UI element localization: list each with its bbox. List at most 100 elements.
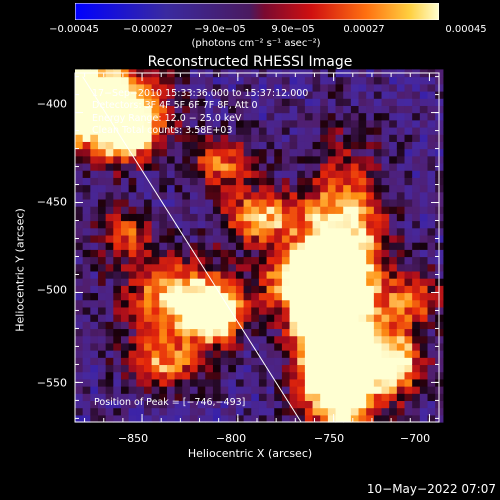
annotation-energy: Energy Range: 12.0 − 25.0 keV	[92, 113, 242, 124]
heatmap-cell	[343, 83, 352, 92]
heatmap-cell	[120, 141, 130, 150]
heatmap-cell	[419, 278, 429, 286]
heatmap-cell	[75, 314, 84, 322]
heatmap-cell	[243, 342, 252, 351]
heatmap-cell	[97, 206, 107, 214]
heatmap-cell	[174, 234, 183, 243]
heatmap-cell	[251, 400, 260, 409]
heatmap-cell	[113, 234, 122, 243]
heatmap-cell	[251, 213, 260, 222]
heatmap-cell	[381, 386, 390, 394]
heatmap-cell	[258, 321, 268, 330]
heatmap-cell	[327, 198, 337, 207]
heatmap-cell	[189, 76, 199, 85]
heatmap-cell	[304, 227, 314, 236]
heatmap-cell	[327, 213, 337, 222]
heatmap-cell	[75, 299, 84, 308]
heatmap-cell	[151, 134, 160, 142]
heatmap-cell	[197, 83, 206, 92]
heatmap-cell	[105, 321, 114, 330]
heatmap-cell	[151, 184, 160, 193]
heatmap-cell	[228, 393, 237, 402]
heatmap-cell	[174, 105, 183, 114]
heatmap-cell	[90, 206, 99, 214]
heatmap-cell	[396, 414, 406, 423]
heatmap-cell	[174, 119, 183, 128]
heatmap-cell	[366, 371, 375, 380]
heatmap-cell	[174, 184, 183, 193]
heatmap-cell	[381, 378, 390, 387]
annotation-detectors: Detectors: 3F 4F 5F 6F 7F 8F, Att 0	[92, 100, 258, 111]
heatmap-cell	[174, 206, 183, 214]
heatmap-cell	[266, 314, 275, 322]
heatmap-cell	[350, 191, 360, 200]
heatmap-cell	[174, 270, 183, 279]
heatmap-cell	[151, 170, 160, 178]
heatmap-cell	[197, 335, 206, 344]
heatmap-cell	[297, 134, 306, 142]
heatmap-cell	[90, 213, 99, 222]
heatmap-cell	[182, 105, 191, 114]
heatmap-cell	[251, 292, 260, 301]
heatmap-cell	[243, 292, 252, 301]
heatmap-cell	[212, 306, 222, 315]
heatmap-cell	[243, 249, 252, 258]
heatmap-cell	[266, 407, 275, 416]
heatmap-cell	[243, 400, 252, 409]
heatmap-cell	[205, 234, 214, 243]
heatmap-cell	[251, 177, 260, 186]
heatmap-cell	[274, 198, 283, 207]
heatmap-cell	[335, 198, 344, 207]
heatmap-cell	[266, 270, 275, 279]
heatmap-cell	[343, 126, 352, 135]
heatmap-cell	[159, 105, 168, 114]
heatmap-cell	[258, 299, 268, 308]
heatmap-cell	[90, 263, 99, 272]
heatmap-cell	[327, 364, 337, 373]
heatmap-cell	[197, 285, 206, 294]
heatmap-cell	[205, 306, 214, 315]
heatmap-cell	[189, 393, 199, 402]
heatmap-cell	[327, 83, 337, 92]
heatmap-cell	[75, 134, 84, 142]
heatmap-cell	[205, 242, 214, 250]
heatmap-cell	[75, 141, 84, 150]
heatmap-cell	[419, 112, 429, 121]
heatmap-cell	[343, 198, 352, 207]
heatmap-cell	[419, 98, 429, 106]
heatmap-cell	[113, 314, 122, 322]
heatmap-cell	[389, 83, 398, 92]
heatmap-cell	[350, 234, 360, 243]
heatmap-cell	[396, 306, 406, 315]
heatmap-cell	[297, 278, 306, 286]
heatmap-cell	[136, 242, 145, 250]
heatmap-cell	[358, 350, 367, 358]
heatmap-cell	[343, 371, 352, 380]
heatmap-cell	[419, 350, 429, 358]
heatmap-cell	[396, 141, 406, 150]
heatmap-cell	[235, 105, 245, 114]
heatmap-cell	[381, 213, 390, 222]
heatmap-cell	[166, 198, 176, 207]
heatmap-cell	[243, 112, 252, 121]
heatmap-cell	[281, 90, 291, 99]
heatmap-cell	[427, 184, 436, 193]
heatmap-cell	[366, 350, 375, 358]
heatmap-cell	[90, 292, 99, 301]
heatmap-cell	[373, 371, 383, 380]
heatmap-cell	[396, 407, 406, 416]
heatmap-cell	[220, 184, 229, 193]
heatmap-cell	[304, 378, 314, 387]
heatmap-cell	[281, 227, 291, 236]
heatmap-cell	[358, 134, 367, 142]
heatmap-cell	[320, 321, 329, 330]
heatmap-cell	[136, 90, 145, 99]
heatmap-cell	[97, 263, 107, 272]
heatmap-cell	[243, 306, 252, 315]
heatmap-cell	[128, 314, 137, 322]
heatmap-cell	[243, 148, 252, 157]
heatmap-cell	[274, 299, 283, 308]
heatmap-cell	[327, 393, 337, 402]
heatmap-cell	[220, 206, 229, 214]
heatmap-cell	[366, 206, 375, 214]
